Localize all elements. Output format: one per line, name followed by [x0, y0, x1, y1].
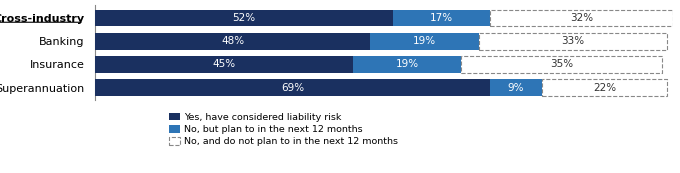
- Text: 19%: 19%: [413, 36, 436, 46]
- Text: 48%: 48%: [221, 36, 244, 46]
- Text: 35%: 35%: [550, 59, 573, 69]
- Text: 17%: 17%: [430, 13, 453, 23]
- Bar: [95, 56, 353, 73]
- Text: 32%: 32%: [570, 13, 593, 23]
- Text: 19%: 19%: [396, 59, 419, 69]
- Bar: [490, 79, 541, 96]
- Text: 52%: 52%: [233, 13, 256, 23]
- Text: 22%: 22%: [593, 83, 616, 93]
- Text: 33%: 33%: [562, 36, 585, 46]
- Bar: [490, 10, 673, 26]
- Text: 45%: 45%: [212, 59, 235, 69]
- Legend: Yes, have considered liability risk, No, but plan to in the next 12 months, No, : Yes, have considered liability risk, No,…: [169, 113, 398, 146]
- Bar: [95, 10, 393, 26]
- Text: 9%: 9%: [507, 83, 524, 93]
- Text: 69%: 69%: [281, 83, 304, 93]
- Bar: [479, 33, 668, 49]
- Bar: [462, 56, 662, 73]
- Bar: [353, 56, 462, 73]
- Bar: [370, 33, 479, 49]
- Bar: [95, 33, 370, 49]
- Bar: [95, 79, 490, 96]
- Bar: [393, 10, 490, 26]
- Bar: [541, 79, 668, 96]
